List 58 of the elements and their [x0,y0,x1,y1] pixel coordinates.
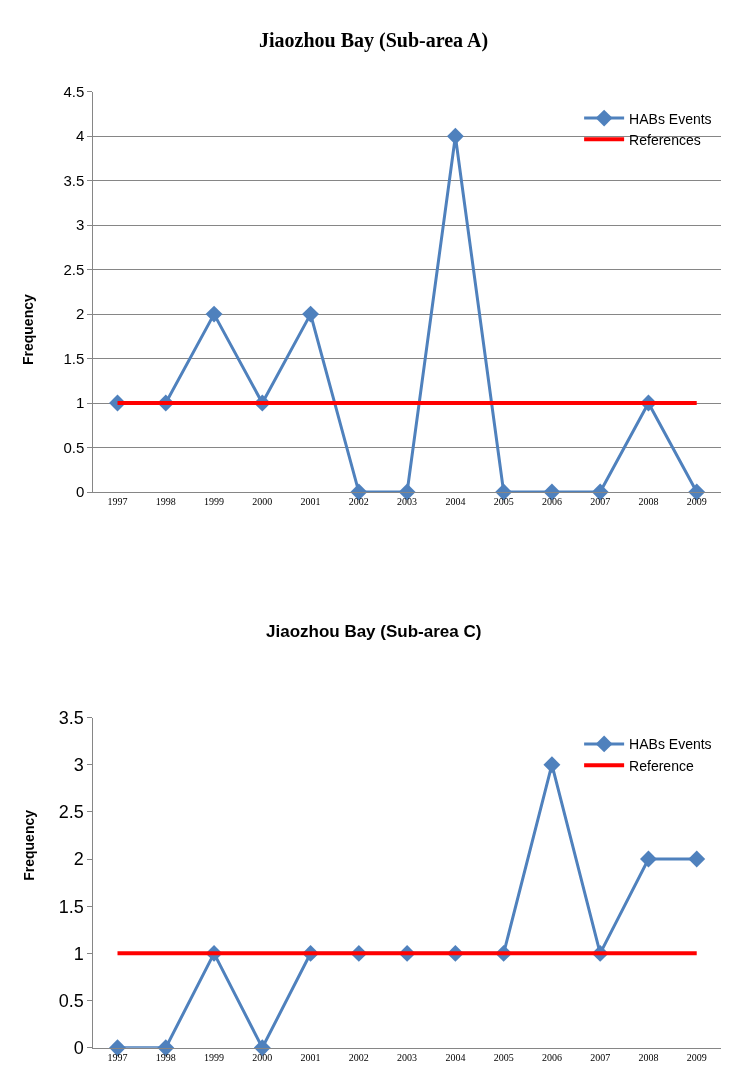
x-tick-label: 2005 [493,1051,514,1063]
chart-title: Jiaozhou Bay (Sub-area A) [259,29,489,52]
x-tick-label: 2007 [590,1051,611,1063]
y-tick-label: 0.5 [63,438,85,456]
x-tick-label: 2003 [397,496,418,508]
x-tick-label: 2008 [638,496,659,508]
y-axis-title: Frequency [20,809,37,881]
point [688,850,706,868]
x-tick-label: 2005 [493,496,514,508]
y-tick-label: 0.5 [58,990,84,1011]
x-tick-label: 1998 [155,1051,176,1063]
x-tick-label: 2002 [348,496,369,508]
y-tick-label: 3.5 [58,707,84,728]
x-tick-label: 2000 [252,496,273,508]
point [205,305,223,323]
x-tick-label: 1997 [107,1051,128,1063]
point [543,756,561,774]
x-tick-label: 1999 [204,496,225,508]
legend-label: Reference [629,757,694,774]
chart-title: Jiaozhou Bay (Sub-area C) [266,622,482,641]
y-tick-label: 0 [76,483,85,501]
y-axis-title: Frequency [20,294,37,366]
x-tick-label: 2000 [252,1051,273,1063]
y-tick-label: 2.5 [58,802,84,823]
x-tick-label: 2001 [300,1051,321,1063]
y-tick-label: 2 [73,849,84,870]
x-tick-label: 2008 [638,1051,659,1063]
x-tick-label: 2004 [445,1051,466,1063]
x-tick-label: 2009 [686,496,707,508]
legend-label: References [629,131,701,148]
x-tick-label: 2004 [445,496,466,508]
y-tick-label: 1 [76,394,85,412]
point [446,127,464,145]
x-tick-label: 2006 [541,496,562,508]
x-tick-label: 2001 [300,496,321,508]
y-tick-label: 2.5 [63,260,85,278]
y-tick-label: 3 [76,216,85,234]
y-tick-label: 2 [76,305,85,323]
x-tick-label: 1999 [204,1051,225,1063]
y-tick-label: 4.5 [63,82,85,100]
legend-label: HABs Events [629,110,712,127]
y-tick-label: 1.5 [58,896,84,917]
legend-label: HABs Events [629,736,712,753]
y-tick-label: 1 [73,943,84,964]
y-tick-label: 3 [73,755,84,776]
point [302,305,320,323]
x-tick-label: 2007 [590,496,611,508]
y-tick-label: 4 [76,127,85,145]
x-tick-label: 2009 [686,1051,707,1063]
y-tick-label: 3.5 [63,171,85,189]
y-tick-label: 0 [73,1038,84,1059]
x-tick-label: 2006 [541,1051,562,1063]
x-tick-label: 2003 [397,1051,418,1063]
x-tick-label: 1998 [155,496,176,508]
x-tick-label: 2002 [348,1051,369,1063]
point [640,850,657,868]
x-tick-label: 1997 [107,496,128,508]
y-tick-label: 1.5 [63,349,85,367]
